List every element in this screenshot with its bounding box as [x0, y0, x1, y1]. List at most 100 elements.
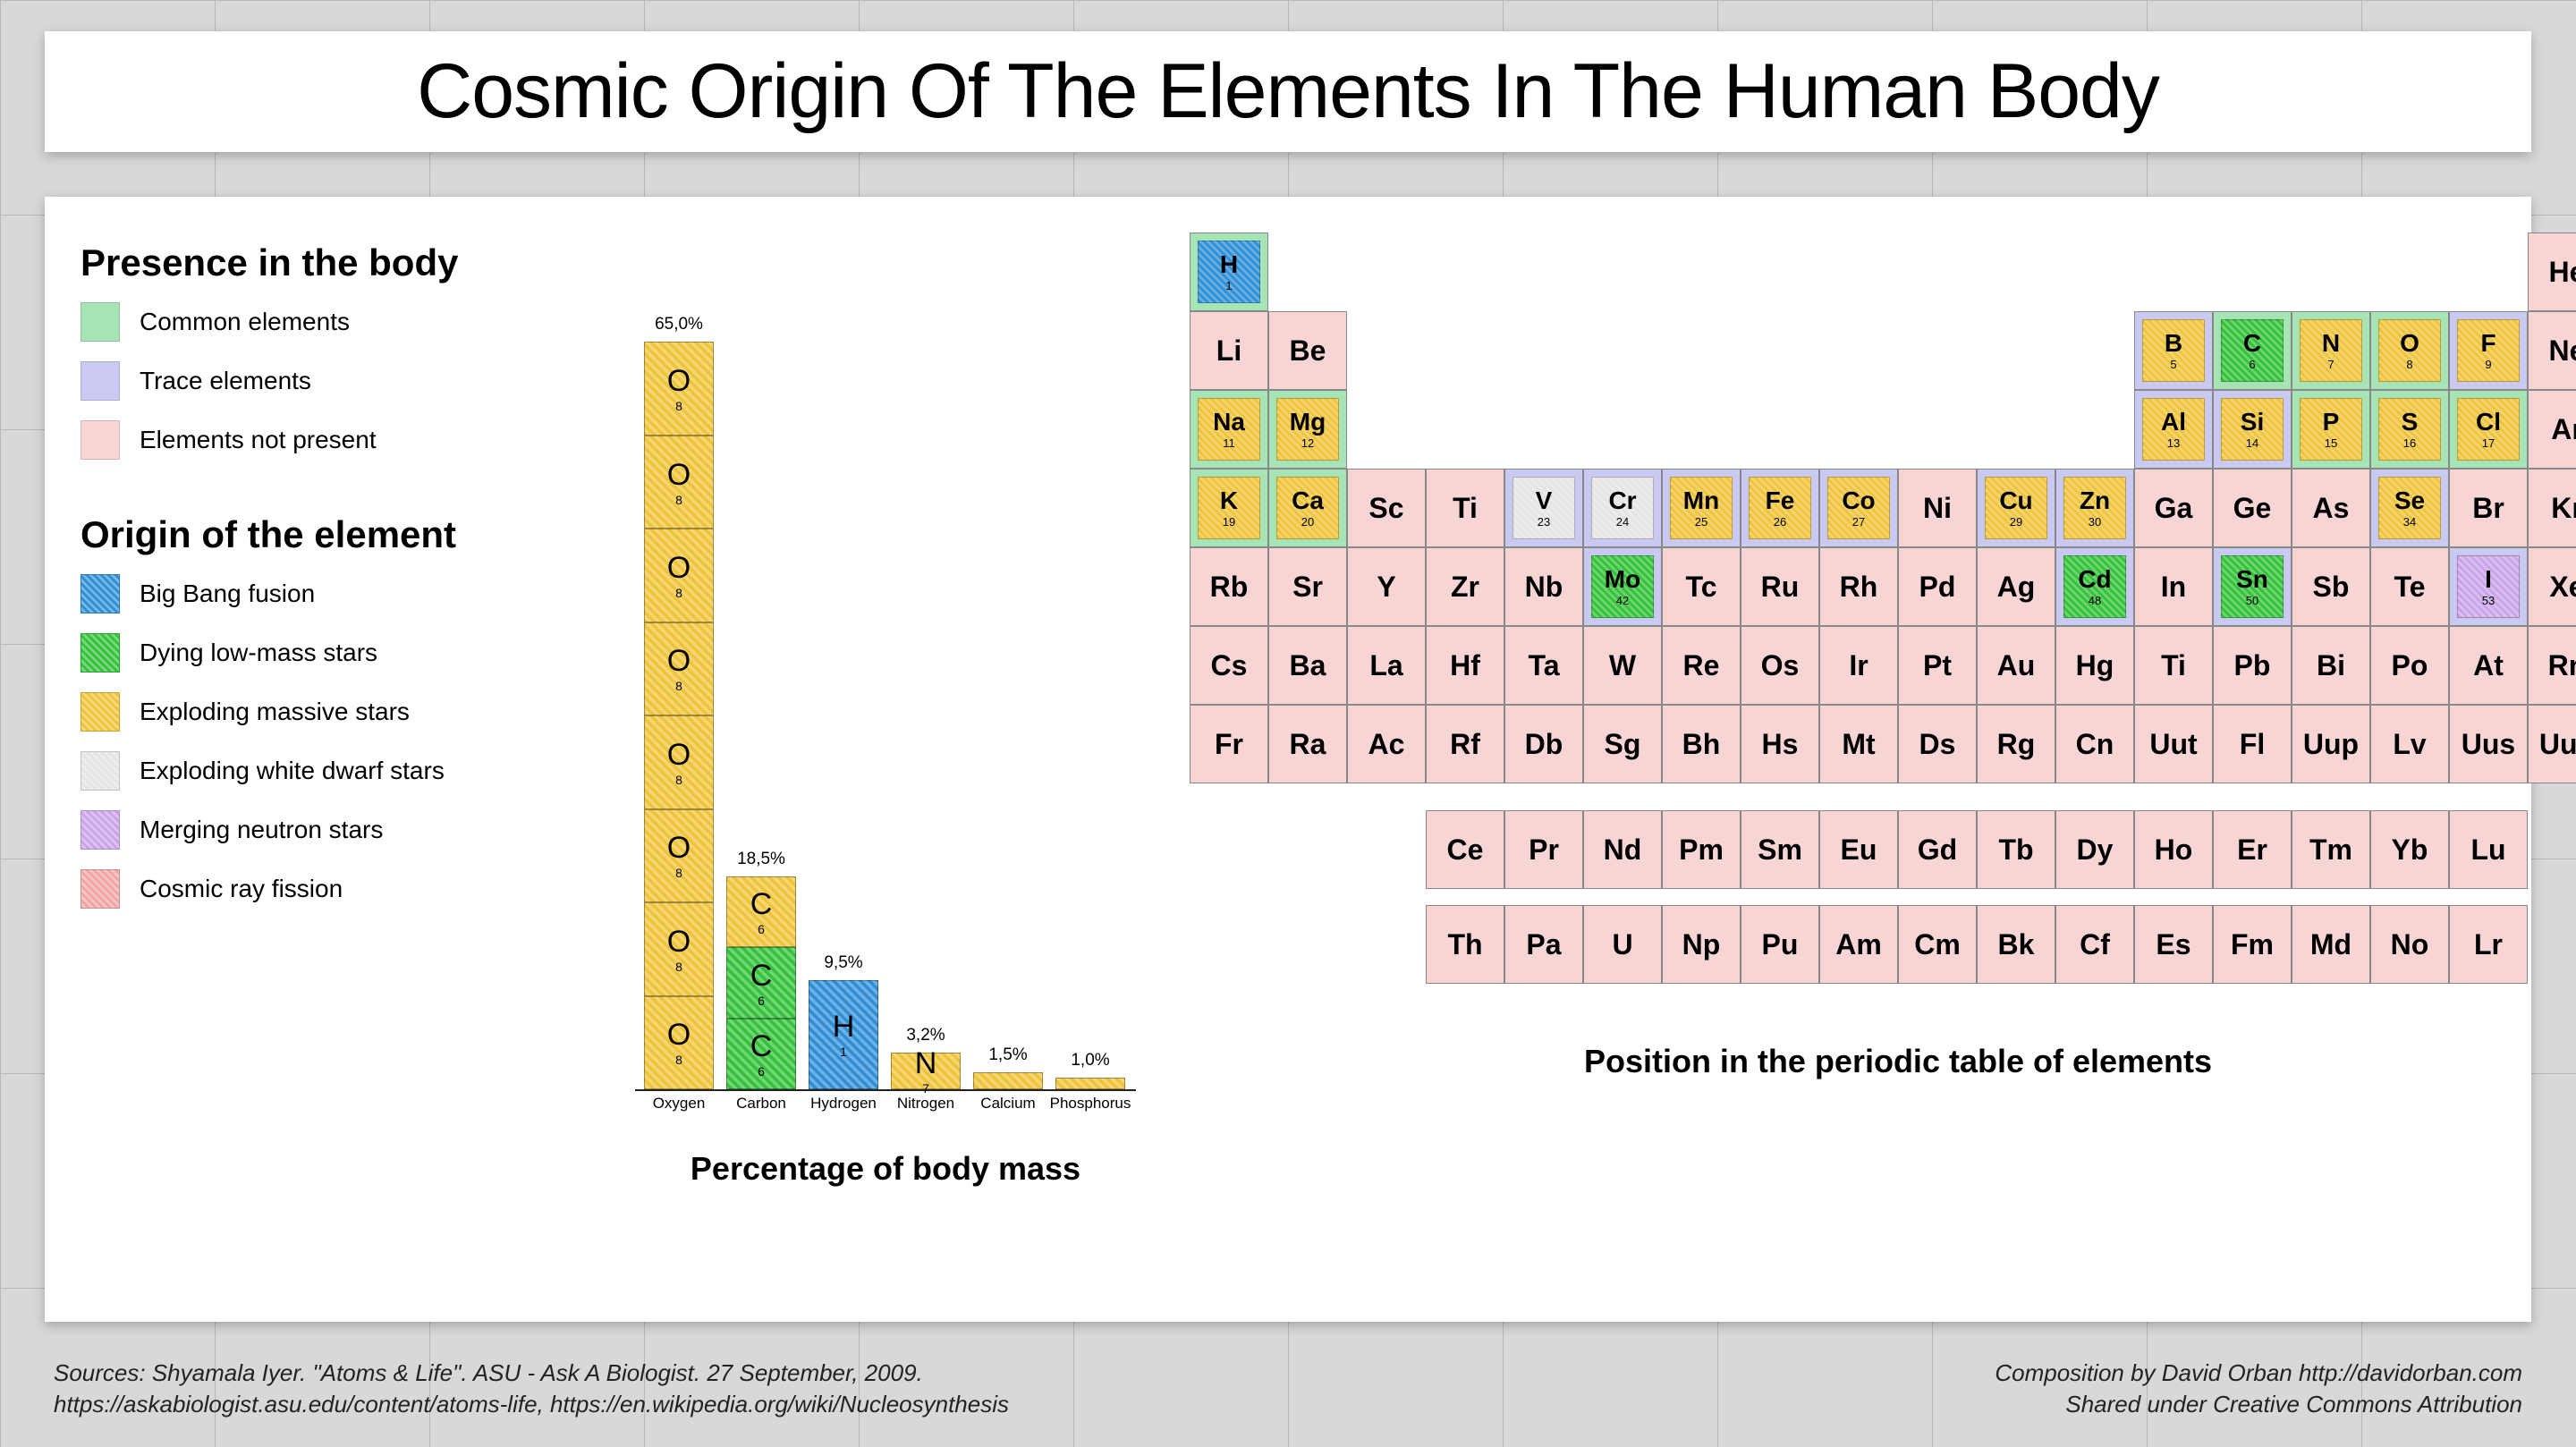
empty-cell [1819, 311, 1898, 390]
element-symbol: Tb [1998, 835, 2033, 864]
element-symbol: Sn [2236, 567, 2268, 592]
legend-origin-title: Origin of the element [80, 513, 581, 556]
element-cell-y: Y [1347, 547, 1426, 626]
legend-swatch [80, 302, 120, 342]
legend-swatch [80, 751, 120, 791]
element-cell-u: U [1583, 905, 1662, 984]
element-symbol: Cn [2076, 730, 2114, 758]
legend-label: Big Bang fusion [140, 580, 315, 608]
element-symbol: Sc [1368, 494, 1403, 522]
legend-swatch [80, 420, 120, 460]
legend-origin-item: Cosmic ray fission [80, 869, 581, 909]
element-symbol: Rf [1450, 730, 1480, 758]
element-symbol: Es [2156, 930, 2190, 959]
origin-chip: Cd48 [2063, 555, 2126, 618]
element-cell-na: Na11 [1190, 390, 1268, 469]
legend-label: Cosmic ray fission [140, 875, 343, 903]
element-cell-pb: Pb [2213, 626, 2292, 705]
origin-chip: Si14 [2221, 398, 2284, 461]
empty-cell [2449, 233, 2528, 311]
element-cell-ba: Ba [1268, 626, 1347, 705]
periodic-table-title: Position in the periodic table of elemen… [1584, 1043, 2212, 1080]
empty-cell [1741, 311, 1819, 390]
element-number: 15 [2325, 436, 2337, 450]
element-number: 9 [2485, 358, 2491, 371]
element-cell-pu: Pu [1741, 905, 1819, 984]
element-cell-pr: Pr [1504, 810, 1583, 889]
origin-chip: Na11 [1198, 398, 1260, 461]
element-symbol: Si [2241, 410, 2264, 435]
element-symbol: Am [1835, 930, 1882, 959]
element-symbol: Ni [1923, 494, 1952, 522]
origin-chip: Fe26 [1749, 477, 1811, 539]
element-cell-sb: Sb [2292, 547, 2370, 626]
element-cell-th: Th [1426, 905, 1504, 984]
element-symbol: Pm [1679, 835, 1724, 864]
element-cell-uuo: Uuo [2528, 705, 2576, 783]
legend-origin-item: Exploding white dwarf stars [80, 751, 581, 791]
element-symbol: Dy [2077, 835, 2114, 864]
element-symbol: Hg [2076, 651, 2114, 680]
empty-cell [2213, 233, 2292, 311]
bar-percent: 3,2% [906, 1026, 945, 1045]
origin-chip: Cu29 [1985, 477, 2047, 539]
element-cell-ho: Ho [2134, 810, 2213, 889]
element-cell-co: Co27 [1819, 469, 1898, 547]
element-cell-uus: Uus [2449, 705, 2528, 783]
element-symbol: V [1536, 488, 1553, 513]
bar-segment: O8 [644, 996, 714, 1089]
element-cell-te: Te [2370, 547, 2449, 626]
legend-swatch [80, 574, 120, 613]
element-symbol: K [1220, 488, 1238, 513]
bar-percent: 18,5% [737, 850, 785, 869]
element-number: 13 [2167, 436, 2180, 450]
element-cell-sn: Sn50 [2213, 547, 2292, 626]
empty-cell [1898, 311, 1977, 390]
element-cell-hf: Hf [1426, 626, 1504, 705]
bar-symbol: C [750, 887, 773, 922]
origin-chip: Ca20 [1276, 477, 1339, 539]
element-number: 27 [1852, 515, 1865, 529]
element-cell-tb: Tb [1977, 810, 2055, 889]
title-bar: Cosmic Origin Of The Elements In The Hum… [45, 31, 2531, 152]
legend-label: Common elements [140, 308, 350, 336]
element-symbol: Ge [2233, 494, 2272, 522]
element-symbol: Cs [1211, 651, 1248, 680]
bar-segment: O8 [644, 902, 714, 995]
element-cell-dy: Dy [2055, 810, 2134, 889]
element-symbol: Cu [1999, 488, 2032, 513]
bar-percent: 1,5% [988, 1045, 1027, 1065]
element-cell-o: O8 [2370, 311, 2449, 390]
credits-text: Composition by David Orban http://davido… [1995, 1358, 2522, 1420]
element-symbol: N [2322, 331, 2340, 356]
element-cell-cn: Cn [2055, 705, 2134, 783]
element-cell-uut: Uut [2134, 705, 2213, 783]
element-symbol: Eu [1841, 835, 1877, 864]
element-symbol: Uuo [2539, 730, 2576, 758]
element-cell-ce: Ce [1426, 810, 1504, 889]
element-cell-be: Be [1268, 311, 1347, 390]
element-symbol: Se [2394, 488, 2425, 513]
element-symbol: Ir [1849, 651, 1868, 680]
origin-chip: N7 [2300, 319, 2362, 382]
element-symbol: Ra [1290, 730, 1326, 758]
element-number: 20 [1301, 515, 1314, 529]
element-cell-se: Se34 [2370, 469, 2449, 547]
element-cell-nd: Nd [1583, 810, 1662, 889]
element-cell-ne: Ne [2528, 311, 2576, 390]
element-cell-os: Os [1741, 626, 1819, 705]
element-cell-no: No [2370, 905, 2449, 984]
element-number: 25 [1695, 515, 1707, 529]
element-number: 26 [1774, 515, 1786, 529]
element-symbol: Os [1761, 651, 1800, 680]
element-cell-sr: Sr [1268, 547, 1347, 626]
element-cell-mo: Mo42 [1583, 547, 1662, 626]
element-symbol: Pu [1762, 930, 1799, 959]
empty-cell [2370, 233, 2449, 311]
element-symbol: Rh [1840, 572, 1878, 601]
element-cell-si: Si14 [2213, 390, 2292, 469]
bar-chart: 65,0%OxygenO8O8O8O8O8O8O8O818,5%CarbonC6… [635, 250, 1136, 1091]
element-symbol: Ds [1919, 730, 1956, 758]
element-symbol: He [2549, 258, 2576, 286]
element-symbol: Cm [1914, 930, 1961, 959]
